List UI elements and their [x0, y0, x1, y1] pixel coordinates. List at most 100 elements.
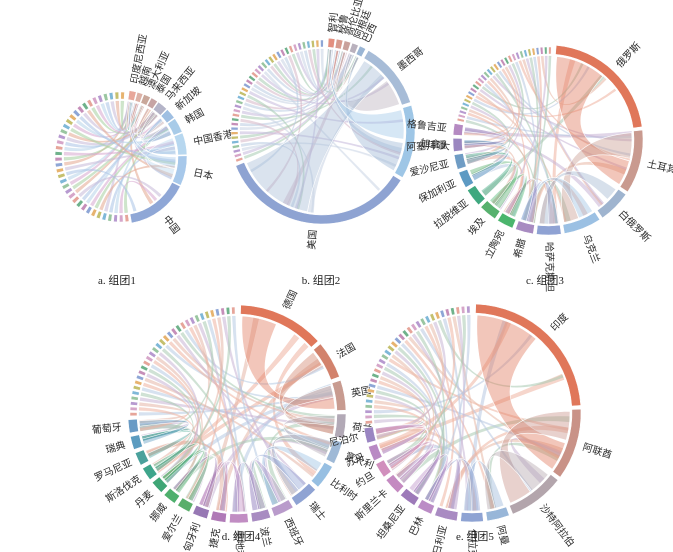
- node-arc: [270, 499, 294, 517]
- node-label: 印度: [548, 310, 571, 333]
- minor-node-arc: [315, 39, 320, 48]
- minor-node-arc: [145, 355, 154, 363]
- chord-ribbon: [207, 319, 247, 512]
- minor-node-arc: [137, 369, 147, 377]
- chord-ribbon: [390, 317, 456, 471]
- minor-node-arc: [515, 51, 521, 60]
- minor-node-arc: [242, 82, 252, 90]
- chord-ribbon: [525, 58, 605, 205]
- node-label: 德国: [280, 288, 300, 312]
- chord-ribbon: [65, 168, 137, 212]
- minor-node-arc: [257, 64, 265, 73]
- node-arc: [453, 153, 467, 170]
- node-arc: [596, 188, 627, 219]
- minor-node-arc: [233, 103, 243, 110]
- minor-node-arc: [297, 42, 303, 51]
- minor-node-arc: [458, 109, 467, 115]
- minor-node-arc: [119, 214, 124, 223]
- minor-node-arc: [131, 390, 140, 396]
- minor-node-arc: [499, 58, 507, 67]
- node-arc: [375, 459, 392, 478]
- minor-node-arc: [365, 393, 374, 399]
- node-arc: [555, 45, 643, 129]
- minor-node-arc: [230, 131, 239, 135]
- minor-node-arc: [230, 122, 239, 127]
- node-label: 斯里兰卡: [352, 486, 390, 523]
- minor-node-arc: [535, 47, 540, 56]
- ribbon-layer: [373, 314, 571, 512]
- minor-node-arc: [260, 61, 268, 70]
- minor-node-arc: [406, 326, 414, 335]
- minor-node-arc: [236, 94, 246, 101]
- chord-ribbon: [203, 392, 335, 509]
- minor-node-arc: [434, 311, 441, 320]
- minor-node-arc: [65, 118, 74, 126]
- node-arc: [434, 506, 459, 522]
- chord-ribbon-major: [328, 49, 405, 140]
- minor-node-arc: [204, 310, 211, 320]
- node-label: 立陶宛: [482, 228, 507, 261]
- node-label: 乌克兰: [580, 232, 603, 265]
- node-arc: [291, 483, 316, 506]
- node-label: 沙特阿拉伯: [537, 501, 577, 549]
- chord-ribbon: [484, 83, 559, 224]
- minor-node-arc: [474, 80, 483, 88]
- minor-node-arc: [162, 334, 171, 343]
- minor-node-arc: [248, 74, 257, 82]
- node-arc: [327, 37, 336, 49]
- node-arc: [485, 506, 510, 522]
- minor-node-arc: [444, 308, 451, 317]
- chord-ribbon: [82, 101, 131, 134]
- panel-caption: c. 组团3: [526, 273, 564, 287]
- node-arc: [313, 343, 340, 381]
- minor-node-arc: [375, 362, 384, 370]
- minor-node-arc: [194, 314, 201, 323]
- chord-ribbon: [437, 319, 564, 388]
- minor-node-arc: [158, 338, 167, 347]
- minor-node-arc: [120, 91, 125, 100]
- minor-node-arc: [480, 73, 488, 82]
- node-label: 阿联酋: [581, 440, 613, 461]
- node-arc: [552, 408, 582, 478]
- node-arc: [480, 200, 501, 220]
- minor-node-arc: [471, 83, 480, 91]
- minor-node-arc: [373, 367, 382, 375]
- minor-node-arc: [456, 117, 465, 123]
- node-label: 挪威: [147, 500, 170, 524]
- minor-node-arc: [235, 99, 244, 105]
- node-arc: [562, 211, 601, 234]
- chord-ribbon: [257, 51, 345, 100]
- minor-node-arc: [231, 144, 240, 149]
- node-arc: [152, 101, 167, 116]
- node-arc: [134, 91, 144, 103]
- minor-node-arc: [57, 133, 67, 141]
- node-label: 坦桑尼亚: [374, 502, 408, 542]
- minor-node-arc: [184, 318, 192, 328]
- minor-node-arc: [55, 167, 65, 174]
- minor-node-arc: [548, 46, 552, 55]
- node-label: 加拿大: [420, 136, 451, 153]
- minor-node-arc: [80, 202, 88, 212]
- chord-ribbon-major: [476, 314, 566, 470]
- minor-node-arc: [320, 39, 324, 48]
- minor-node-arc: [275, 50, 283, 59]
- minor-node-arc: [383, 348, 392, 357]
- minor-node-arc: [59, 177, 68, 185]
- minor-node-arc: [102, 93, 109, 102]
- minor-node-arc: [288, 45, 294, 54]
- node-label: 捷克: [206, 527, 222, 549]
- minor-node-arc: [460, 305, 466, 314]
- panel-caption: e. 组团5: [456, 529, 494, 543]
- ribbon-layer: [463, 55, 633, 225]
- minor-node-arc: [199, 312, 206, 321]
- minor-node-arc: [519, 50, 525, 59]
- node-arc: [142, 463, 158, 480]
- node-label: 瑞士: [306, 499, 329, 523]
- node-arc: [151, 476, 168, 493]
- node-label: 智利: [325, 12, 340, 33]
- node-arc: [160, 109, 175, 124]
- minor-node-arc: [457, 113, 466, 119]
- chord-ribbon: [291, 49, 331, 92]
